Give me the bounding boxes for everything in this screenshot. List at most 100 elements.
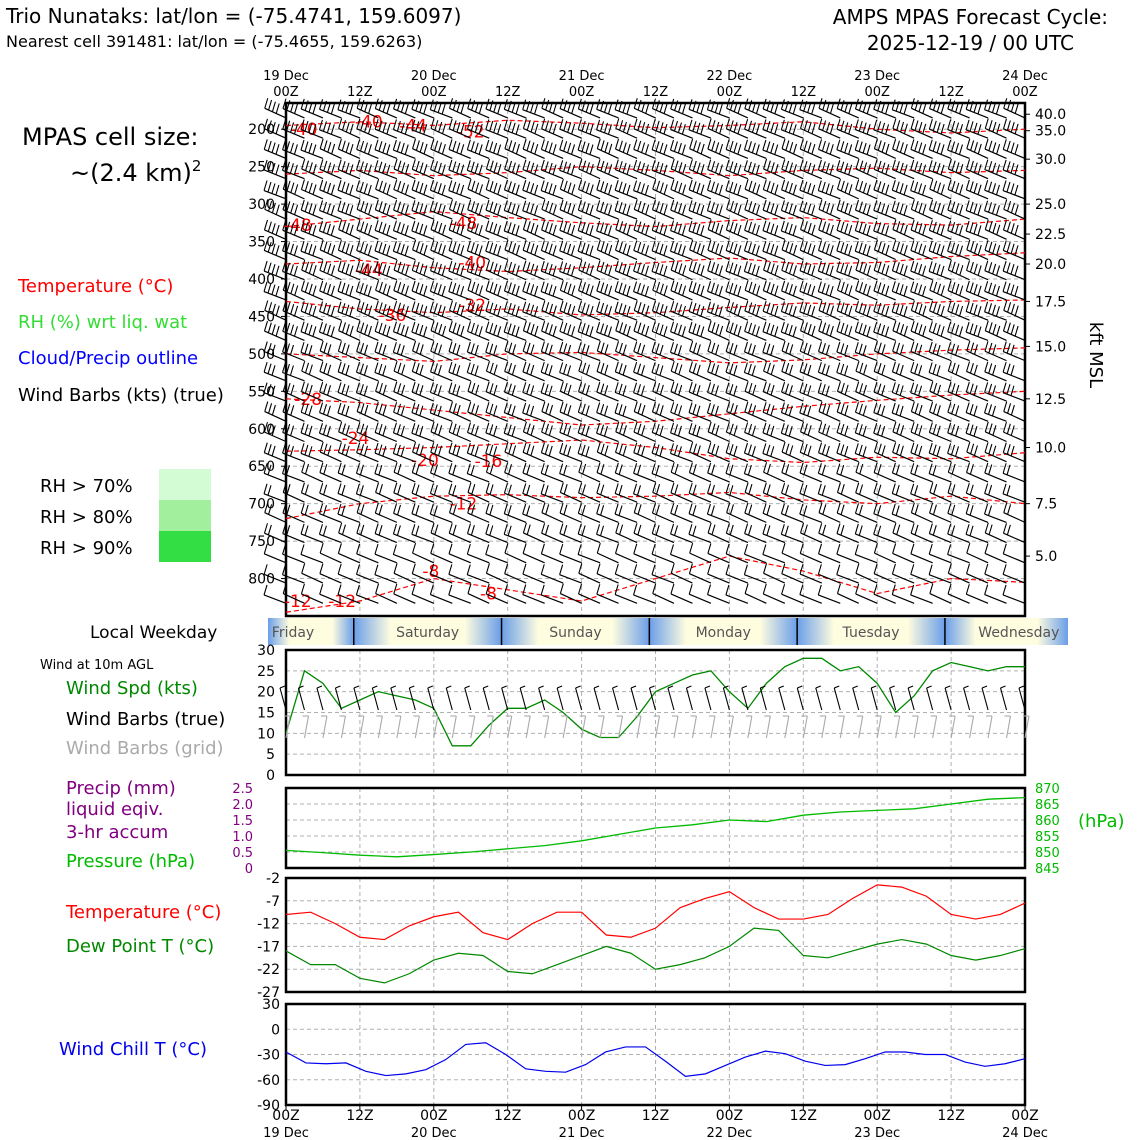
upper-wind-barb-flag	[929, 98, 934, 109]
upper-wind-barb-flag	[659, 344, 664, 356]
upper-wind-barb-flag	[485, 199, 490, 211]
upper-wind-barb-flag	[534, 285, 539, 297]
upper-wind-barb	[411, 331, 435, 341]
upper-wind-barb	[744, 149, 767, 159]
upper-wind-barb-flag	[885, 265, 890, 276]
upper-wind-barb	[688, 230, 712, 240]
upper-wind-barb-flag	[966, 361, 971, 372]
upper-wind-barb-flag	[508, 140, 513, 151]
upper-wind-barb-flag	[349, 245, 354, 256]
sfc-barb-true-flag	[483, 685, 489, 689]
upper-wind-barb-flag	[955, 384, 960, 396]
upper-wind-barb-flag	[396, 100, 402, 111]
upper-wind-barb-flag	[563, 322, 568, 334]
upper-wind-barb-flag	[604, 182, 609, 194]
upper-wind-barb-flag	[928, 261, 933, 272]
upper-wind-barb-flag	[947, 259, 952, 271]
upper-wind-barb	[615, 371, 638, 382]
upper-wind-barb	[670, 290, 693, 301]
upper-wind-barb-flag	[903, 325, 908, 337]
upper-wind-barb-flag	[714, 162, 720, 174]
upper-wind-barb-flag	[577, 443, 582, 454]
upper-wind-barb-flag	[656, 180, 661, 192]
upper-wind-barb-flag	[411, 503, 416, 514]
upper-wind-barb	[818, 351, 841, 362]
upper-wind-barb-flag	[393, 360, 398, 372]
upper-wind-barb-flag	[386, 245, 391, 256]
upper-wind-barb	[965, 230, 989, 240]
upper-wind-barb-flag	[770, 364, 775, 375]
upper-wind-barb	[744, 169, 767, 180]
upper-wind-barb-flag	[552, 164, 557, 175]
upper-wind-barb-flag	[400, 203, 405, 214]
upper-wind-barb-flag	[1006, 262, 1011, 273]
upper-wind-barb	[393, 411, 416, 422]
upper-wind-barb	[929, 593, 952, 604]
upper-wind-barb-flag	[984, 281, 989, 292]
upper-wind-barb-flag	[914, 403, 919, 414]
upper-wind-barb	[374, 431, 398, 443]
upper-wind-barb-flag	[522, 138, 527, 150]
upper-wind-barb-flag	[286, 484, 291, 495]
upper-wind-barb-flag	[522, 442, 527, 453]
upper-wind-barb-flag	[540, 180, 545, 191]
upper-wind-barb	[707, 513, 730, 523]
upper-wind-barb-flag	[581, 302, 586, 313]
upper-wind-barb-flag	[622, 405, 627, 417]
upper-wind-barb-flag	[356, 502, 361, 513]
upper-wind-barb-flag	[596, 441, 601, 453]
upper-wind-barb-flag	[825, 264, 830, 275]
upper-wind-barb-flag	[289, 344, 294, 356]
upper-wind-barb	[597, 451, 619, 463]
upper-wind-barb-flag	[655, 444, 660, 455]
upper-wind-barb-flag	[737, 144, 742, 155]
upper-wind-barb-flag	[396, 403, 402, 415]
upper-wind-barb-flag	[548, 284, 553, 295]
upper-wind-barb	[430, 594, 453, 604]
upper-wind-barb-flag	[688, 584, 693, 595]
upper-wind-barb	[855, 411, 878, 422]
upper-wind-barb-flag	[319, 239, 324, 250]
upper-wind-barb-flag	[567, 101, 572, 113]
upper-wind-barb	[836, 553, 859, 564]
upper-wind-barb	[541, 169, 564, 180]
upper-wind-barb-flag	[637, 343, 642, 354]
upper-wind-barb-flag	[319, 301, 324, 312]
upper-wind-barb-flag	[748, 281, 753, 293]
upper-wind-barb-flag	[515, 326, 520, 337]
precip-ytick-label: 0.5	[232, 846, 253, 861]
upper-wind-barb-flag	[448, 442, 453, 453]
upper-wind-barb-flag	[412, 340, 417, 352]
upper-wind-barb-flag	[563, 504, 568, 515]
sfc-barb-true	[796, 687, 804, 711]
upper-wind-barb-flag	[1002, 281, 1007, 292]
upper-wind-barb-flag	[289, 163, 294, 174]
upper-wind-barb-flag	[987, 404, 993, 415]
upper-wind-barb-flag	[825, 223, 831, 234]
upper-wind-barb	[485, 310, 508, 321]
upper-wind-barb	[781, 350, 804, 362]
upper-wind-barb-flag	[364, 303, 369, 315]
weekday-label: Wednesday	[978, 625, 1059, 641]
upper-wind-barb-flag	[896, 221, 901, 232]
upper-wind-barb-flag	[419, 364, 424, 376]
upper-wind-barb-flag	[669, 443, 675, 454]
upper-wind-barb-flag	[899, 142, 904, 153]
upper-wind-barb-flag	[733, 264, 738, 275]
pressure-tick-label: 700	[248, 497, 275, 513]
upper-wind-barb-flag	[396, 504, 402, 516]
upper-wind-barb	[337, 472, 361, 483]
upper-wind-barb-flag	[626, 184, 631, 196]
upper-wind-barb-flag	[596, 340, 601, 352]
sfc-barb-true	[889, 687, 897, 711]
upper-wind-barb-flag	[737, 184, 742, 196]
upper-wind-barb-flag	[707, 159, 712, 170]
upper-wind-barb-flag	[429, 180, 434, 191]
upper-wind-barb-flag	[756, 285, 761, 296]
pressure-tick-label: 450	[248, 309, 275, 325]
upper-wind-barb-flag	[958, 245, 963, 256]
upper-wind-barb-flag	[318, 119, 323, 131]
upper-wind-barb-flag	[530, 183, 535, 194]
upper-wind-barb-flag	[940, 204, 945, 215]
upper-wind-barb-flag	[670, 199, 675, 211]
